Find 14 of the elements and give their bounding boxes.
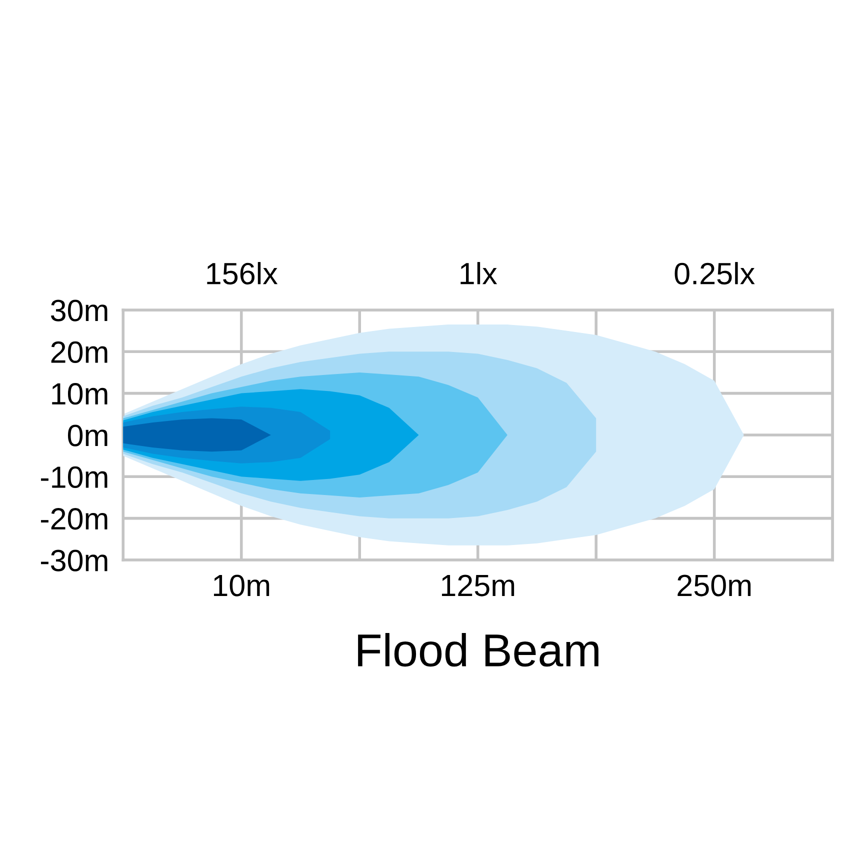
y-tick-label: -10m (40, 466, 108, 488)
x-tick-label: 125m (442, 574, 514, 596)
text: Flood Beam (358, 632, 598, 667)
x-tick-label: 250m (678, 574, 751, 596)
y-tick-label: -20m (40, 508, 108, 530)
x-tick-label: 10m (214, 574, 270, 596)
y-tick-label: 0m (68, 424, 108, 446)
y-tick-label: 30m (50, 300, 108, 322)
text: 1lx (460, 262, 498, 284)
y-tick-label: 20m (51, 341, 108, 364)
y-tick-label: 10m (52, 383, 108, 405)
text: 156lx (207, 262, 278, 284)
y-tick-label: -30m (40, 550, 108, 572)
text: 0.25lx (674, 262, 755, 284)
